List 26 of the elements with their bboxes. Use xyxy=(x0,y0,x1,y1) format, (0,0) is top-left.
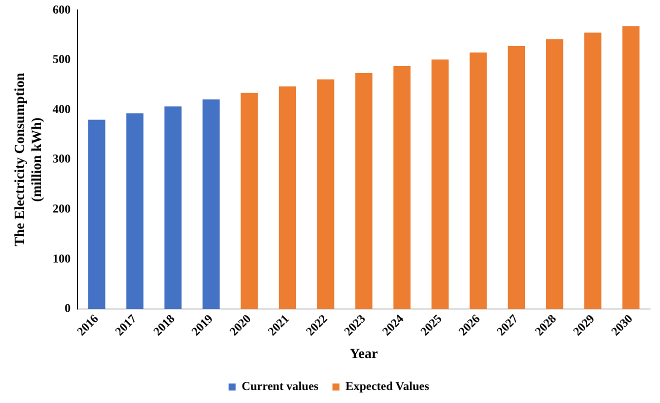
y-axis-title: The Electricity Consumption (million kWh) xyxy=(13,72,45,246)
legend-label: Expected Values xyxy=(345,379,430,394)
bar xyxy=(546,39,564,310)
y-tick-label: 100 xyxy=(52,251,71,266)
y-tick-label: 600 xyxy=(52,2,71,16)
y-tick-label: 0 xyxy=(64,301,71,316)
bar xyxy=(584,32,602,310)
y-tick-label: 200 xyxy=(52,202,71,216)
bar xyxy=(393,66,411,310)
bar xyxy=(355,72,372,310)
bar xyxy=(622,26,640,310)
bar xyxy=(317,79,334,310)
y-tick-label: 300 xyxy=(52,152,71,166)
bar xyxy=(126,113,144,310)
bar xyxy=(432,60,449,310)
bar xyxy=(202,99,220,310)
bar xyxy=(88,120,106,310)
bar xyxy=(278,86,296,310)
bar xyxy=(240,92,258,310)
legend-label: Current values xyxy=(242,379,319,394)
x-axis-title: Year xyxy=(350,347,378,362)
y-tick-label: 500 xyxy=(52,52,71,66)
y-tick-label: 400 xyxy=(52,102,71,116)
bar xyxy=(508,46,526,310)
bar xyxy=(470,52,487,310)
bar xyxy=(164,106,182,310)
